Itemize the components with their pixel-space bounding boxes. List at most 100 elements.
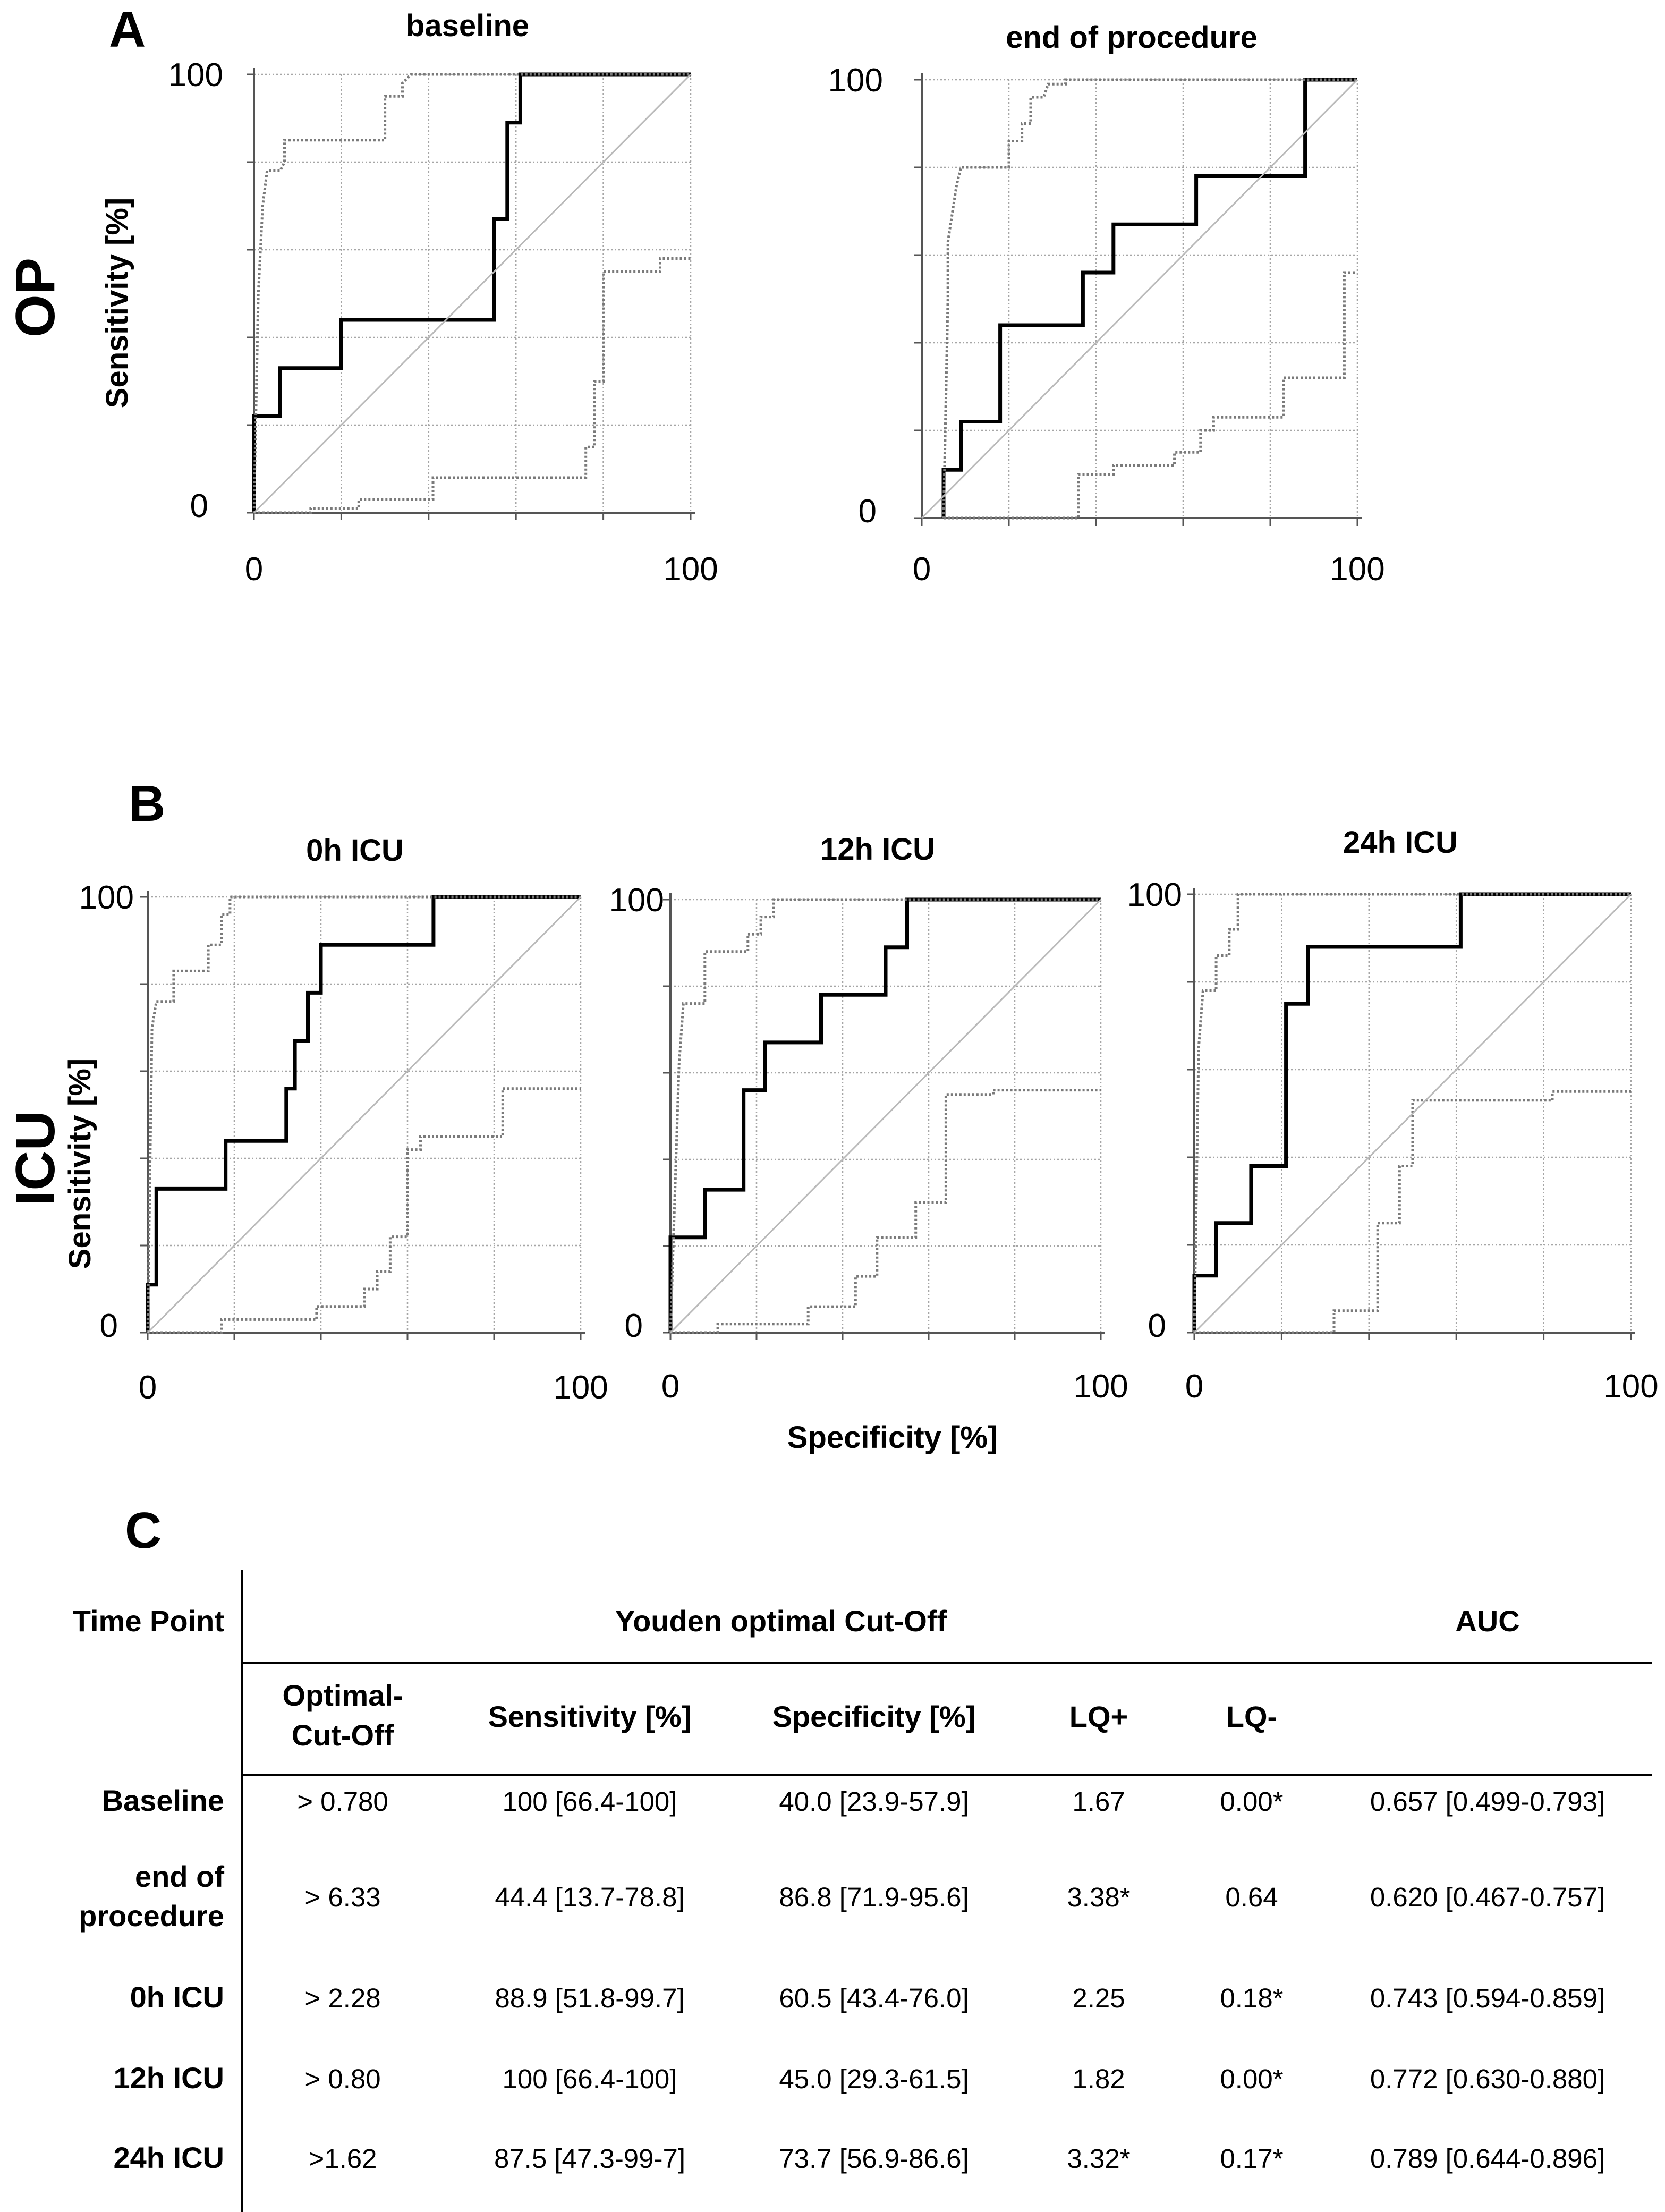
series-upper-95-ci-24h-icu <box>1193 893 1631 1333</box>
x-tick-label-100: 100 <box>663 551 718 588</box>
series-reference-baseline <box>253 73 692 514</box>
roc-chart-0h-icu: 0h ICU 100 00 100 <box>79 833 608 1406</box>
series-reference-12h-icu <box>669 899 1102 1334</box>
series-lower-95-ci-0h-icu <box>148 1087 581 1334</box>
row-label-icu: ICU <box>5 1111 66 1206</box>
header-cutoff-line2: Cut-Off <box>292 1718 394 1752</box>
series-roc-0h-icu <box>146 895 581 1333</box>
cell-lq-pos: 1.67 <box>1072 1786 1125 1817</box>
cell-lq-pos: 1.82 <box>1072 2064 1125 2094</box>
x-tick-label-0: 0 <box>661 1368 679 1405</box>
series-reference-24h-icu <box>1193 893 1632 1334</box>
cell-cutoff: > 0.780 <box>297 1786 388 1817</box>
cell-sensitivity: 87.5 [47.3-99-7] <box>494 2143 685 2174</box>
header-lq-pos: LQ+ <box>1069 1700 1128 1733</box>
chart-title-baseline: baseline <box>406 9 529 43</box>
series-upper-95-ci-12h-icu <box>669 898 1101 1333</box>
cell-auc: 0.657 [0.499-0.793] <box>1370 1786 1605 1817</box>
header-lq-neg: LQ- <box>1226 1700 1277 1733</box>
panel-label-b: B <box>129 775 165 832</box>
cell-auc: 0.772 [0.630-0.880] <box>1370 2064 1605 2094</box>
cell-specificity: 86.8 [71.9-95.6] <box>779 1882 969 1912</box>
cell-cutoff: >1.62 <box>308 2143 377 2174</box>
table-row: Baseline > 0.780 100 [66.4-100] 40.0 [23.9-… <box>102 1784 1605 1817</box>
y-tick-label-100: 100 <box>1127 877 1182 913</box>
cell-lq-neg: 0.00* <box>1220 2064 1283 2094</box>
row-label: procedure <box>79 1899 224 1933</box>
table-row: 12h ICU > 0.80 100 [66.4-100] 45.0 [29.3-61… <box>114 2061 1605 2095</box>
series-upper-95-ci-0h-icu <box>146 895 581 1333</box>
cell-sensitivity: 88.9 [51.8-99.7] <box>495 1983 684 2013</box>
x-axis-title-icu: Specificity [%] <box>787 1420 998 1455</box>
series-lower-95-ci-end-of-procedure <box>944 271 1357 520</box>
cell-cutoff: > 2.28 <box>304 1983 380 2013</box>
y-tick-label-0: 0 <box>625 1308 643 1344</box>
cell-lq-neg: 0.18* <box>1220 1983 1283 2013</box>
cell-lq-pos: 3.32* <box>1067 2143 1130 2174</box>
header-cutoff-line1: Optimal- <box>282 1679 403 1712</box>
cell-sensitivity: 44.4 [13.7-78.8] <box>495 1882 684 1912</box>
header-youden: Youden optimal Cut-Off <box>615 1604 947 1638</box>
panel-label-a: A <box>109 1 146 58</box>
y-tick-label-100: 100 <box>79 879 134 916</box>
cell-sensitivity: 100 [66.4-100] <box>503 1786 677 1817</box>
cell-auc: 0.743 [0.594-0.859] <box>1370 1983 1605 2013</box>
cell-lq-pos: 2.25 <box>1072 1983 1125 2013</box>
cell-cutoff: > 6.33 <box>304 1882 380 1912</box>
row-label: 0h ICU <box>130 1980 224 2014</box>
cell-lq-pos: 3.38* <box>1067 1882 1130 1912</box>
results-table: Time Point Youden optimal Cut-Off AUC Op… <box>73 1570 1652 2212</box>
x-tick-label-0: 0 <box>913 551 931 588</box>
table-row: 24h ICU >1.62 87.5 [47.3-99-7] 73.7 [56.9-8… <box>114 2141 1605 2174</box>
y-tick-label-0: 0 <box>859 493 877 530</box>
row-label: 12h ICU <box>114 2061 225 2095</box>
chart-title-24h-icu: 24h ICU <box>1343 825 1458 860</box>
y-tick-label-100: 100 <box>828 62 883 99</box>
cell-lq-neg: 0.17* <box>1220 2143 1283 2174</box>
y-axis-title-icu: Sensitivity [%] <box>63 1058 97 1269</box>
chart-title-0h-icu: 0h ICU <box>306 833 404 868</box>
cell-specificity: 60.5 [43.4-76.0] <box>779 1983 969 2013</box>
table-row: 0h ICU > 2.28 88.9 [51.8-99.7] 60.5 [43.4-7… <box>130 1980 1605 2014</box>
row-label: Baseline <box>102 1784 224 1817</box>
y-tick-label-0: 0 <box>190 488 208 524</box>
roc-chart-baseline: baseline 100 0 0 100 <box>168 9 718 588</box>
x-tick-label-100: 100 <box>1603 1368 1658 1405</box>
y-tick-label-0: 0 <box>1148 1308 1166 1344</box>
y-axis-title-op: Sensitivity [%] <box>100 198 134 408</box>
x-tick-label-0: 0 <box>1185 1368 1203 1405</box>
cell-specificity: 40.0 [23.9-57.9] <box>779 1786 969 1817</box>
cell-specificity: 45.0 [29.3-61.5] <box>779 2064 969 2094</box>
roc-chart-24h-icu: 24h ICU 100 00 100 <box>1127 825 1659 1405</box>
row-label-op: OP <box>5 258 66 337</box>
header-sensitivity: Sensitivity [%] <box>488 1700 692 1733</box>
y-tick-label-100: 100 <box>168 57 223 94</box>
series-upper-95-ci-end-of-procedure <box>942 78 1357 519</box>
series-roc-end-of-procedure <box>941 78 1357 518</box>
header-specificity: Specificity [%] <box>772 1700 976 1733</box>
cell-sensitivity: 100 [66.4-100] <box>503 2064 677 2094</box>
series-roc-24h-icu <box>1192 892 1631 1333</box>
cell-lq-neg: 0.64 <box>1225 1882 1278 1912</box>
cell-lq-neg: 0.00* <box>1220 1786 1283 1817</box>
series-lower-95-ci-baseline <box>254 257 691 514</box>
roc-chart-end-of-procedure: end of procedure 100 00 100 <box>828 20 1385 588</box>
roc-chart-12h-icu: 12h ICU 100 00 100 <box>609 832 1128 1405</box>
series-reference-end-of-procedure <box>921 79 1358 519</box>
cell-auc: 0.620 [0.467-0.757] <box>1370 1882 1605 1912</box>
panel-label-c: C <box>125 1502 162 1559</box>
header-auc: AUC <box>1455 1604 1519 1638</box>
y-tick-label-0: 0 <box>100 1308 118 1344</box>
x-tick-label-100: 100 <box>1073 1368 1128 1405</box>
x-tick-label-100: 100 <box>553 1369 608 1406</box>
chart-title-end-of-procedure: end of procedure <box>1006 20 1258 55</box>
cell-auc: 0.789 [0.644-0.896] <box>1370 2143 1605 2174</box>
series-upper-95-ci-baseline <box>252 73 691 513</box>
x-tick-label-0: 0 <box>139 1369 157 1406</box>
cell-specificity: 73.7 [56.9-86.6] <box>779 2143 969 2174</box>
x-tick-label-0: 0 <box>245 551 263 588</box>
row-label: 24h ICU <box>114 2141 225 2174</box>
header-time-point: Time Point <box>73 1604 224 1638</box>
x-tick-label-100: 100 <box>1330 551 1384 588</box>
series-reference-0h-icu <box>147 896 582 1334</box>
